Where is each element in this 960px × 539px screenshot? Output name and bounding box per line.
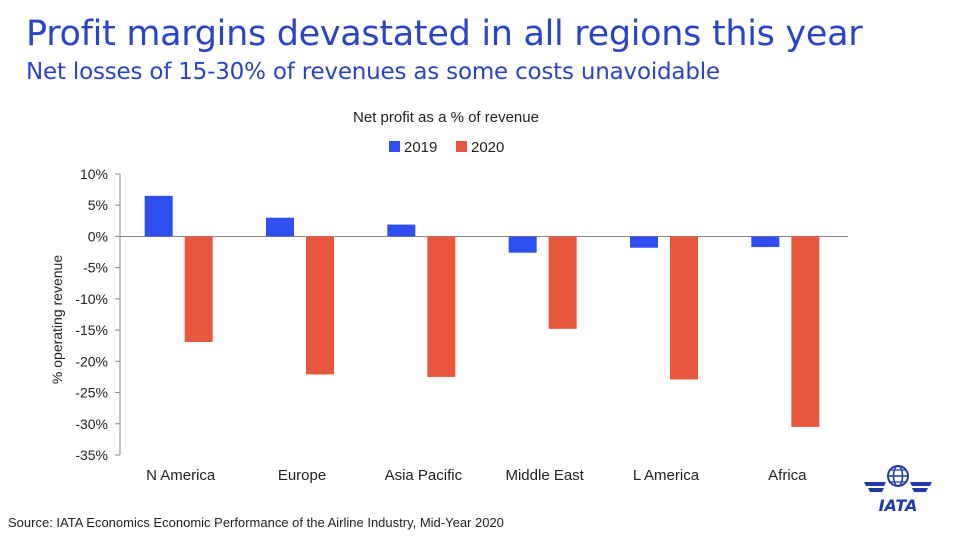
bar-2020-europe — [306, 236, 334, 375]
bar-2020-l-america — [670, 236, 698, 380]
bar-2019-europe — [266, 217, 294, 237]
bar-2019-n-america — [144, 195, 173, 237]
y-tick-label: 5% — [88, 197, 108, 213]
page-subtitle: Net losses of 15-30% of revenues as some… — [26, 59, 720, 85]
legend-label-2019: 2019 — [404, 139, 437, 156]
y-tick-label: -20% — [75, 353, 108, 369]
y-tick-label: -30% — [75, 416, 108, 432]
y-tick-label: -10% — [75, 291, 108, 307]
bar-2020-asia-pacific — [427, 236, 456, 377]
y-tick-label: -25% — [75, 385, 108, 401]
legend-swatch-2019 — [389, 141, 400, 152]
bar-2019-middle-east — [508, 236, 537, 253]
source-note: Source: IATA Economics Economic Performa… — [8, 515, 504, 530]
y-tick-label: 0% — [88, 228, 108, 244]
legend-swatch-2020 — [456, 141, 467, 152]
bar-2019-africa — [751, 236, 780, 248]
globe-icon — [864, 465, 932, 492]
y-tick-label: -5% — [83, 260, 108, 276]
y-axis-label: % operating revenue — [49, 255, 65, 384]
y-tick-label: 10% — [80, 166, 108, 182]
x-category-label: Asia Pacific — [385, 467, 463, 484]
iata-logo: IATA — [862, 462, 934, 515]
bar-2020-africa — [791, 236, 820, 427]
y-tick-label: -15% — [75, 322, 108, 338]
x-category-label: L America — [633, 467, 700, 484]
x-category-label: Middle East — [505, 467, 584, 484]
x-category-label: Europe — [278, 467, 326, 484]
bar-2020-n-america — [184, 236, 213, 342]
bar-2019-asia-pacific — [387, 224, 416, 237]
page-title: Profit margins devastated in all regions… — [26, 14, 863, 54]
chart-title: Net profit as a % of revenue — [353, 109, 539, 126]
y-tick-label: -35% — [75, 447, 108, 463]
x-category-label: N America — [146, 467, 216, 484]
logo-text: IATA — [879, 496, 918, 514]
bar-2020-middle-east — [548, 236, 577, 329]
x-category-label: Africa — [768, 467, 807, 484]
legend-label-2020: 2020 — [471, 139, 504, 156]
bar-2019-l-america — [630, 236, 658, 248]
